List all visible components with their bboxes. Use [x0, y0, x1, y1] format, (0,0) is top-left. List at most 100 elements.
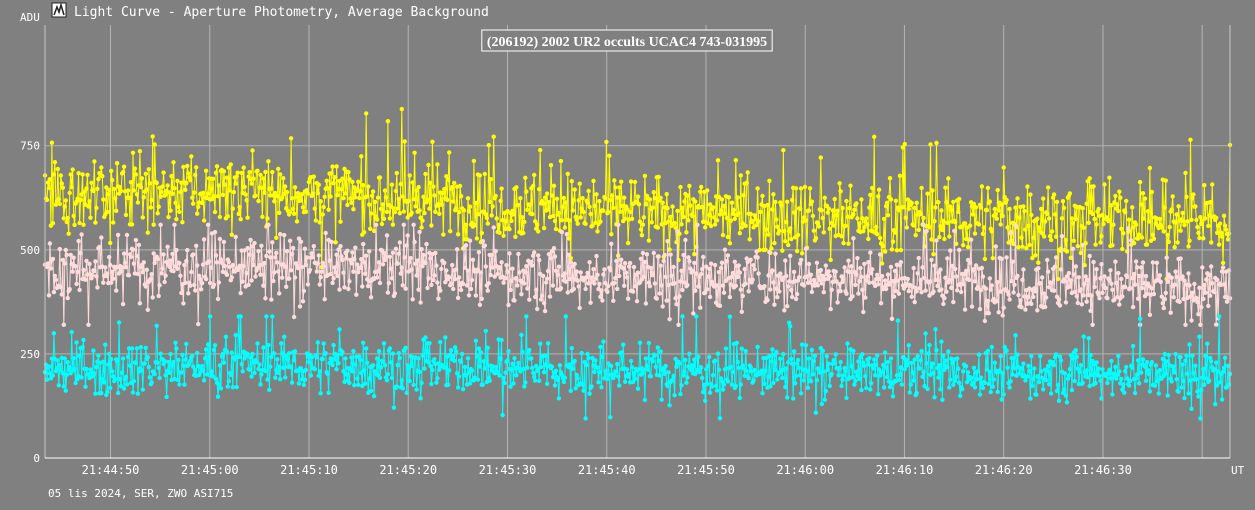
series-0-point: [1226, 231, 1232, 236]
series-1-point: [993, 244, 998, 249]
series-2-point: [1225, 363, 1231, 368]
series-2-point: [596, 380, 601, 385]
series-1-point: [305, 282, 311, 287]
series-0-point: [292, 185, 298, 190]
series-1-point: [381, 250, 387, 256]
series-2-point: [257, 362, 262, 367]
series-1-point: [973, 263, 979, 268]
series-1-point: [539, 293, 545, 298]
series-0-point: [1094, 222, 1099, 227]
series-1-point: [71, 255, 76, 260]
series-0-point: [71, 213, 76, 219]
series-1-point: [932, 263, 937, 268]
series-2-point: [505, 358, 510, 363]
series-1-point: [250, 244, 255, 249]
series-1-point: [342, 285, 347, 290]
series-1-point: [320, 260, 325, 266]
series-1-point: [857, 279, 862, 284]
series-0-point: [916, 227, 921, 233]
series-2-point: [793, 373, 799, 379]
series-2-point: [404, 390, 409, 395]
series-1-point: [983, 286, 989, 291]
series-1-point: [128, 254, 134, 260]
series-0-point: [419, 225, 424, 230]
series-1-point: [1204, 277, 1209, 282]
series-1-point: [1200, 265, 1205, 270]
series-1-point: [823, 263, 828, 268]
series-2-point: [775, 377, 780, 382]
series-1-point: [278, 232, 283, 237]
series-0-point: [1039, 206, 1044, 212]
series-1-point: [640, 250, 646, 256]
series-2-point: [980, 385, 986, 391]
series-2-point: [514, 373, 519, 378]
series-1-point: [107, 254, 112, 260]
series-2-point: [584, 362, 589, 368]
series-0-point: [421, 194, 426, 199]
series-1-point: [207, 280, 213, 286]
series-0-point: [313, 218, 318, 223]
series-0-point: [476, 212, 482, 217]
series-0-point: [781, 148, 786, 153]
series-1-point: [718, 265, 724, 271]
series-1-point: [475, 267, 481, 272]
light-curve-app-icon[interactable]: [51, 2, 67, 18]
series-2-point: [312, 366, 317, 372]
series-2-point: [1172, 370, 1177, 375]
series-0-point: [1203, 216, 1208, 221]
x-tick-label: 21:44:50: [82, 463, 140, 477]
series-2-point: [275, 357, 280, 362]
series-0-point: [93, 220, 98, 225]
series-1-point: [215, 296, 221, 302]
series-2-point: [99, 390, 104, 396]
series-2-point: [395, 362, 400, 368]
series-0-point: [720, 232, 726, 238]
series-1-point: [516, 251, 521, 257]
series-1-point: [157, 283, 162, 288]
series-1-point: [1029, 301, 1034, 307]
series-1-point: [624, 275, 630, 280]
series-2-point: [841, 373, 846, 378]
series-0-point: [898, 247, 904, 253]
series-0-point: [1208, 199, 1213, 205]
series-2-point: [108, 385, 113, 391]
series-0-point: [881, 216, 887, 222]
series-1-point: [186, 291, 191, 296]
series-2-point: [407, 378, 412, 384]
series-1-point: [52, 273, 58, 279]
series-1-point: [971, 266, 977, 272]
series-0-point: [269, 186, 274, 191]
series-2-point: [130, 390, 136, 395]
series-0-point: [936, 200, 941, 205]
series-2-point: [405, 363, 410, 368]
series-0-point: [216, 183, 222, 188]
series-2-point: [533, 378, 538, 383]
series-2-point: [614, 369, 619, 375]
series-2-point: [888, 356, 894, 361]
series-2-point: [167, 370, 172, 375]
series-2-point: [123, 374, 129, 380]
series-1-point: [246, 282, 251, 287]
series-0-point: [1131, 240, 1137, 246]
series-1-point: [1042, 291, 1047, 296]
series-0-point: [632, 179, 638, 185]
series-0-point: [542, 195, 548, 200]
series-2-point: [1061, 387, 1067, 392]
series-2-point: [1111, 371, 1116, 376]
series-1-point: [927, 293, 932, 298]
series-0-point: [427, 206, 432, 211]
series-0-point: [222, 182, 228, 187]
series-0-point: [703, 225, 708, 230]
series-0-point: [493, 193, 498, 199]
series-0-point: [927, 225, 932, 230]
series-1-point: [184, 258, 189, 264]
series-0-point: [322, 194, 327, 199]
series-1-point: [485, 288, 490, 293]
series-2-point: [681, 373, 686, 378]
series-0-point: [92, 159, 97, 164]
series-1-point: [615, 286, 620, 292]
series-2-point: [946, 349, 951, 354]
x-tick-label: 21:46:10: [876, 463, 934, 477]
series-2-point: [264, 314, 269, 319]
series-0-point: [287, 209, 293, 215]
